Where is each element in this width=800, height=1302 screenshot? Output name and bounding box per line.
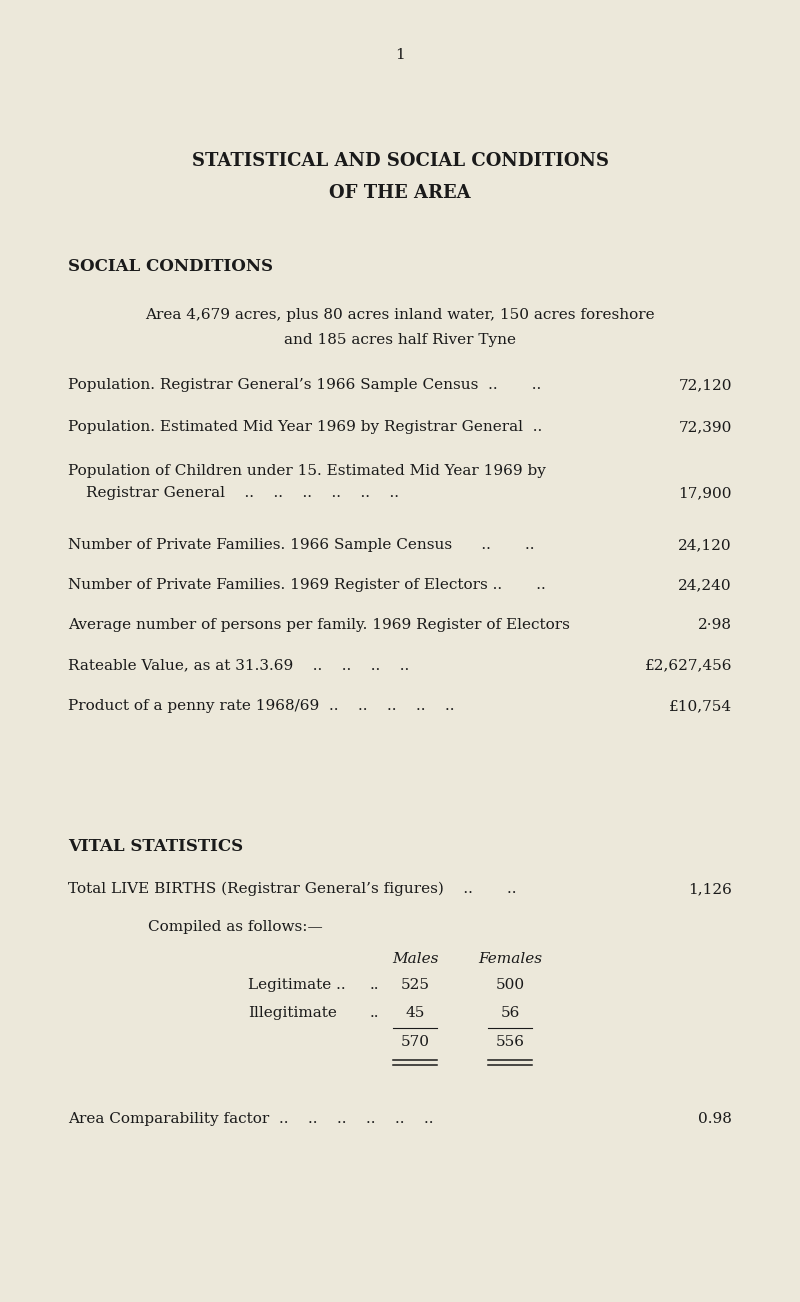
Text: 24,240: 24,240	[678, 578, 732, 592]
Text: Legitimate ..: Legitimate ..	[248, 978, 346, 992]
Text: 500: 500	[495, 978, 525, 992]
Text: OF THE AREA: OF THE AREA	[329, 184, 471, 202]
Text: STATISTICAL AND SOCIAL CONDITIONS: STATISTICAL AND SOCIAL CONDITIONS	[191, 152, 609, 171]
Text: Males: Males	[392, 952, 438, 966]
Text: 1,126: 1,126	[688, 881, 732, 896]
Text: Product of a penny rate 1968/69  ..    ..    ..    ..    ..: Product of a penny rate 1968/69 .. .. ..…	[68, 699, 454, 713]
Text: Population. Estimated Mid Year 1969 by Registrar General  ..: Population. Estimated Mid Year 1969 by R…	[68, 421, 542, 434]
Text: ..: ..	[370, 1006, 379, 1019]
Text: VITAL STATISTICS: VITAL STATISTICS	[68, 838, 243, 855]
Text: Number of Private Families. 1966 Sample Census      ..       ..: Number of Private Families. 1966 Sample …	[68, 538, 534, 552]
Text: 1: 1	[395, 48, 405, 62]
Text: 45: 45	[406, 1006, 425, 1019]
Text: Compiled as follows:—: Compiled as follows:—	[148, 921, 322, 934]
Text: Registrar General    ..    ..    ..    ..    ..    ..: Registrar General .. .. .. .. .. ..	[86, 486, 399, 500]
Text: SOCIAL CONDITIONS: SOCIAL CONDITIONS	[68, 258, 273, 275]
Text: and 185 acres half River Tyne: and 185 acres half River Tyne	[284, 333, 516, 348]
Text: 56: 56	[500, 1006, 520, 1019]
Text: 570: 570	[401, 1035, 430, 1049]
Text: Rateable Value, as at 31.3.69    ..    ..    ..    ..: Rateable Value, as at 31.3.69 .. .. .. .…	[68, 658, 410, 672]
Text: ..: ..	[370, 978, 379, 992]
Text: 24,120: 24,120	[678, 538, 732, 552]
Text: Average number of persons per family. 1969 Register of Electors: Average number of persons per family. 19…	[68, 618, 570, 631]
Text: £2,627,456: £2,627,456	[645, 658, 732, 672]
Text: Females: Females	[478, 952, 542, 966]
Text: Area Comparability factor  ..    ..    ..    ..    ..    ..: Area Comparability factor .. .. .. .. ..…	[68, 1112, 434, 1126]
Text: 72,390: 72,390	[678, 421, 732, 434]
Text: Area 4,679 acres, plus 80 acres inland water, 150 acres foreshore: Area 4,679 acres, plus 80 acres inland w…	[145, 309, 655, 322]
Text: 525: 525	[401, 978, 430, 992]
Text: £10,754: £10,754	[669, 699, 732, 713]
Text: Illegitimate: Illegitimate	[248, 1006, 337, 1019]
Text: Total LIVE BIRTHS (Registrar General’s figures)    ..       ..: Total LIVE BIRTHS (Registrar General’s f…	[68, 881, 517, 896]
Text: Population. Registrar General’s 1966 Sample Census  ..       ..: Population. Registrar General’s 1966 Sam…	[68, 378, 542, 392]
Text: 0.98: 0.98	[698, 1112, 732, 1126]
Text: 17,900: 17,900	[678, 486, 732, 500]
Text: Population of Children under 15. Estimated Mid Year 1969 by: Population of Children under 15. Estimat…	[68, 464, 546, 478]
Text: Number of Private Families. 1969 Register of Electors ..       ..: Number of Private Families. 1969 Registe…	[68, 578, 546, 592]
Text: 2·98: 2·98	[698, 618, 732, 631]
Text: 72,120: 72,120	[678, 378, 732, 392]
Text: 556: 556	[495, 1035, 525, 1049]
